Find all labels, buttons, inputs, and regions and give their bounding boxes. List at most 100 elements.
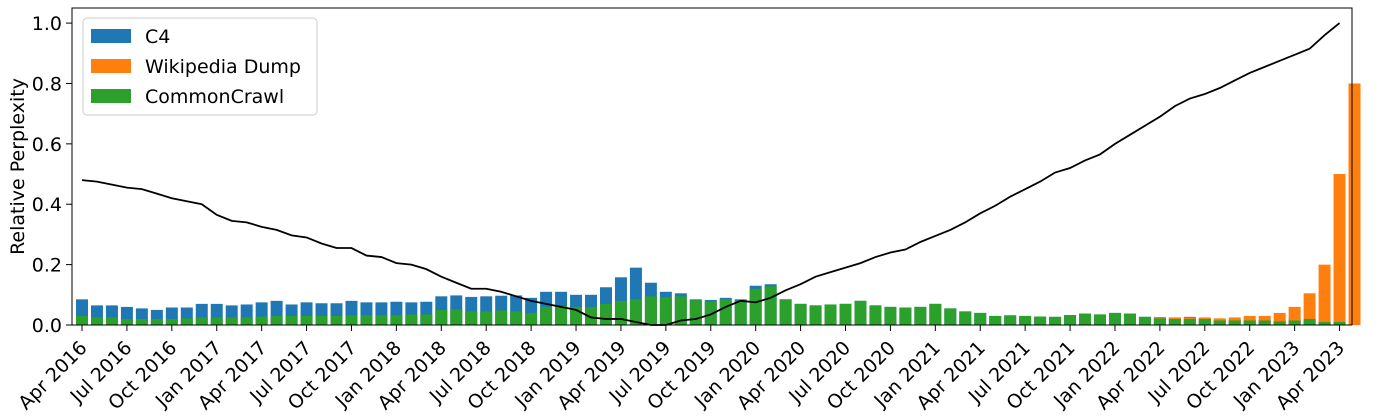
bar-commoncrawl	[1243, 320, 1256, 325]
bar-commoncrawl	[824, 304, 837, 325]
bar-commoncrawl	[90, 317, 103, 325]
bar-commoncrawl	[105, 317, 118, 325]
bar-commoncrawl	[779, 299, 792, 325]
legend-label: Wikipedia Dump	[145, 56, 301, 78]
bar-commoncrawl	[1049, 316, 1062, 325]
bar-c4	[300, 302, 313, 325]
bar-commoncrawl	[1019, 315, 1032, 325]
bar-commoncrawl	[704, 301, 717, 325]
bar-commoncrawl	[809, 305, 822, 325]
bar-commoncrawl	[944, 308, 957, 325]
bar-c4	[165, 307, 178, 325]
bar-wikipedia-dump	[1273, 312, 1286, 325]
bar-commoncrawl	[345, 315, 358, 325]
bar-commoncrawl	[495, 310, 508, 325]
bar-commoncrawl	[165, 318, 178, 325]
bar-c4	[405, 302, 418, 325]
bar-commoncrawl	[989, 315, 1002, 325]
bar-c4	[465, 296, 478, 325]
bar-c4	[345, 300, 358, 325]
bar-c4	[90, 305, 103, 325]
bar-commoncrawl	[255, 316, 268, 325]
bar-commoncrawl	[390, 315, 403, 325]
line-layer	[81, 22, 1341, 326]
y-axis: 0.0 0.2 0.4 0.6 0.8 1.0	[32, 13, 72, 337]
bar-commoncrawl	[974, 312, 987, 325]
bar-c4	[629, 267, 642, 325]
bar-c4	[180, 307, 193, 325]
bar-commoncrawl	[959, 311, 972, 325]
bar-c4	[150, 309, 163, 325]
bar-c4	[330, 303, 343, 325]
bar-commoncrawl	[1123, 313, 1136, 325]
bar-commoncrawl	[1153, 318, 1166, 325]
bar-c4	[420, 301, 433, 325]
bar-c4	[225, 305, 238, 325]
bar-commoncrawl	[869, 305, 882, 325]
bar-commoncrawl	[1258, 320, 1271, 325]
bar-commoncrawl	[270, 315, 283, 325]
y-tick-label: 0.0	[32, 315, 62, 337]
plot-frame	[71, 7, 1353, 326]
bar-commoncrawl	[614, 300, 627, 325]
bar-commoncrawl	[1168, 318, 1181, 325]
bar-commoncrawl	[629, 299, 642, 325]
bar-commoncrawl	[659, 297, 672, 325]
bar-commoncrawl	[585, 306, 597, 325]
bar-c4	[76, 299, 88, 325]
bar-wikipedia-dump	[1348, 83, 1361, 325]
bar-commoncrawl	[1318, 321, 1331, 325]
bar-commoncrawl	[1273, 321, 1286, 325]
bar-commoncrawl	[1004, 315, 1017, 325]
bar-commoncrawl	[225, 317, 238, 325]
legend-box	[82, 17, 318, 116]
bar-commoncrawl	[674, 296, 687, 325]
bar-commoncrawl	[839, 303, 852, 325]
bar-c4	[135, 308, 148, 325]
bar-commoncrawl	[884, 306, 897, 325]
bar-c4	[240, 304, 253, 325]
bar-commoncrawl	[1288, 320, 1301, 325]
bar-commoncrawl	[794, 303, 807, 325]
bar-commoncrawl	[195, 317, 208, 325]
bar-wikipedia-dump	[1318, 264, 1331, 325]
legend-swatch	[91, 89, 131, 103]
bar-c4	[390, 301, 403, 325]
bars-layer	[76, 83, 1361, 325]
bar-commoncrawl	[135, 318, 148, 325]
bar-commoncrawl	[1333, 321, 1346, 325]
bar-commoncrawl	[1064, 315, 1077, 325]
bar-commoncrawl	[719, 299, 732, 325]
bar-commoncrawl	[300, 315, 313, 325]
bar-c4	[315, 303, 328, 325]
bar-commoncrawl	[465, 311, 478, 325]
y-tick-label: 0.4	[32, 194, 62, 216]
bar-commoncrawl	[210, 317, 223, 325]
bar-commoncrawl	[570, 306, 583, 325]
bar-commoncrawl	[899, 307, 912, 325]
bar-c4	[510, 295, 523, 325]
bar-c4	[360, 302, 373, 325]
bar-c4	[255, 302, 268, 325]
bar-commoncrawl	[435, 309, 448, 325]
bar-commoncrawl	[1108, 312, 1121, 325]
bar-commoncrawl	[555, 305, 568, 325]
legend-label: CommonCrawl	[145, 86, 284, 108]
line-series-0	[81, 22, 1341, 326]
bar-commoncrawl	[1303, 318, 1316, 325]
y-axis-label: Relative Perplexity	[7, 78, 29, 255]
bar-c4	[270, 300, 283, 325]
y-tick-label: 0.6	[32, 134, 62, 156]
bar-commoncrawl	[644, 296, 657, 325]
bar-commoncrawl	[854, 300, 867, 325]
bar-c4	[480, 296, 493, 325]
bar-commoncrawl	[764, 286, 777, 325]
y-tick-label: 1.0	[32, 13, 62, 35]
legend-label: C4	[145, 26, 170, 48]
bar-commoncrawl	[315, 315, 328, 325]
bar-commoncrawl	[120, 318, 133, 325]
bar-commoncrawl	[150, 318, 163, 325]
bar-commoncrawl	[180, 318, 193, 325]
